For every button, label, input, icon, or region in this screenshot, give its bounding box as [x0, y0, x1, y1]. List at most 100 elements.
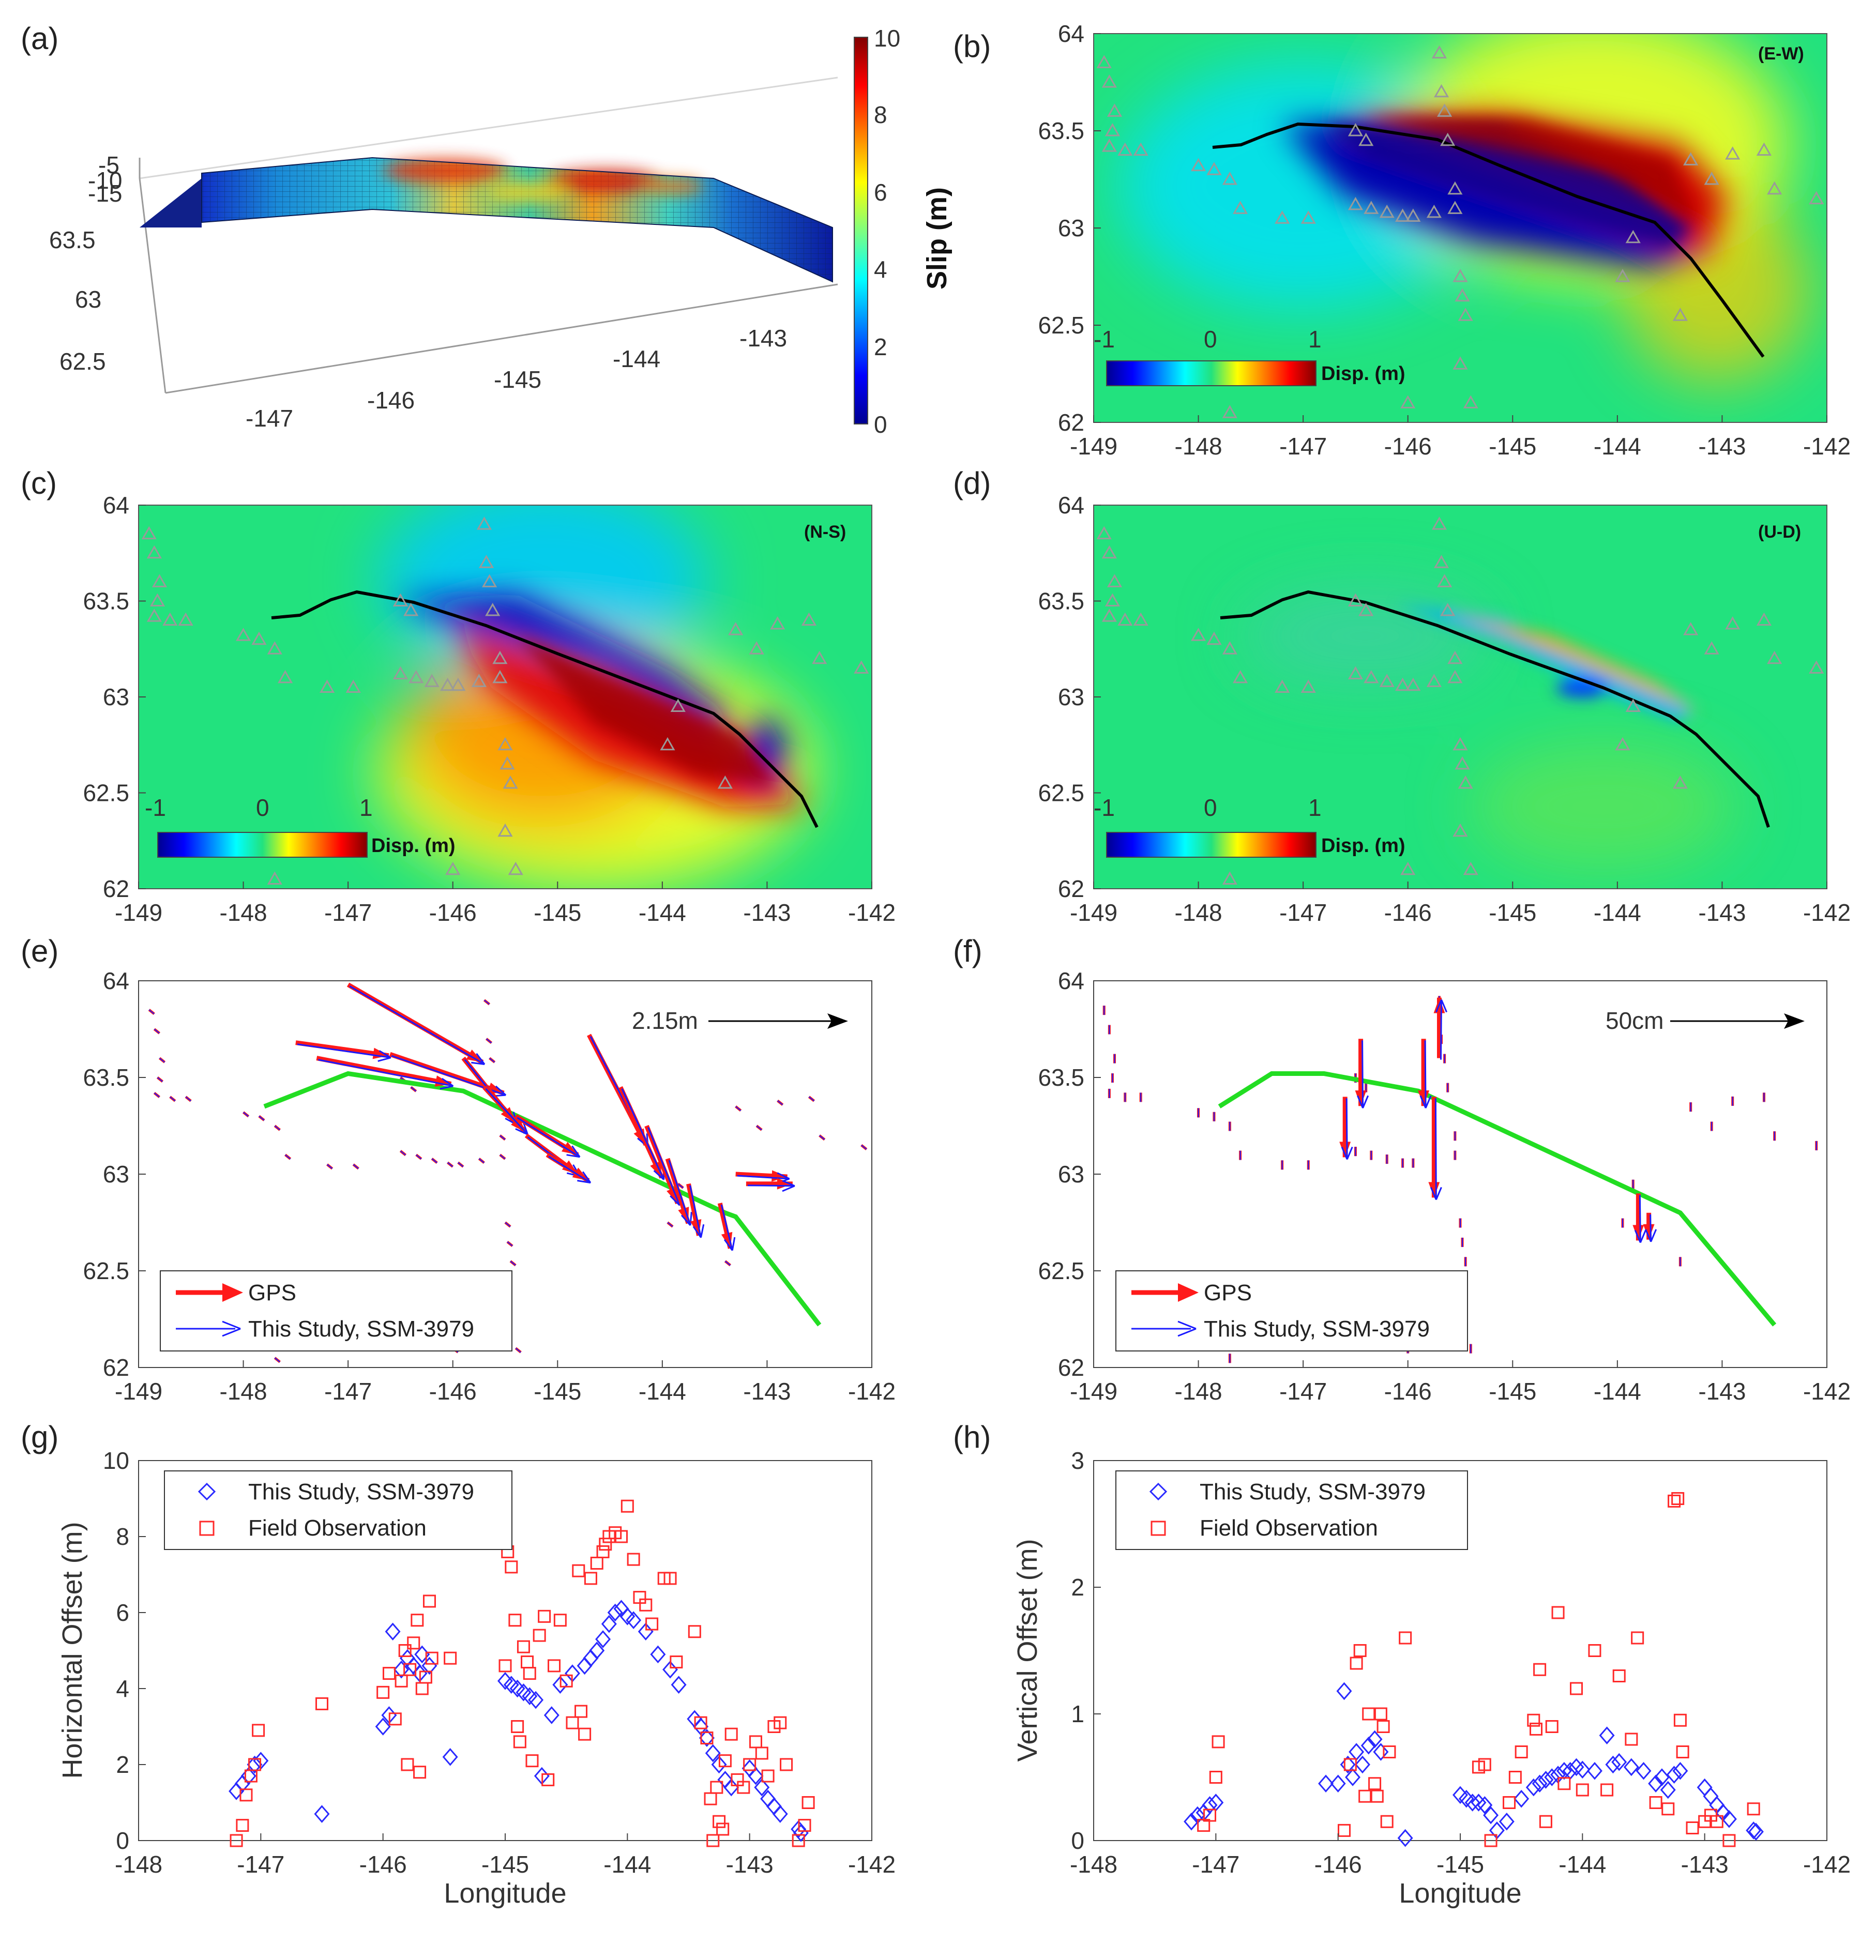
station-marker	[717, 775, 733, 789]
station-marker	[141, 526, 157, 540]
field-point	[548, 1659, 561, 1673]
x-tick: -147	[246, 405, 293, 432]
gps-vector	[316, 1056, 452, 1087]
model-point	[1538, 1771, 1554, 1789]
field-point	[498, 1659, 512, 1673]
station-marker	[1395, 677, 1411, 691]
field-point	[444, 1651, 457, 1665]
field-point	[1212, 1735, 1225, 1749]
x-tick: -145	[1489, 1378, 1536, 1405]
slip-hotspot	[383, 159, 507, 182]
model-point	[1483, 1806, 1499, 1825]
field-point	[1649, 1796, 1662, 1809]
y-tick: 0	[1071, 1827, 1084, 1854]
station-marker	[1107, 574, 1123, 587]
model-vector	[668, 1160, 691, 1226]
station-marker	[392, 666, 409, 679]
field-point	[599, 1538, 612, 1551]
model-point	[375, 1718, 391, 1736]
station-marker	[1455, 288, 1470, 302]
model-point	[528, 1691, 544, 1709]
field-point	[376, 1685, 390, 1699]
station-marker	[1437, 574, 1453, 587]
model-point	[1746, 1821, 1762, 1840]
model-point	[711, 1755, 727, 1774]
model-point	[543, 1706, 559, 1724]
station-marker	[1358, 603, 1374, 616]
slip-colorbar	[854, 37, 868, 424]
station-marker	[1440, 132, 1456, 146]
model-point	[1648, 1774, 1664, 1793]
x-tick: -142	[848, 1378, 896, 1405]
model-point	[1464, 1794, 1480, 1812]
station-marker	[801, 612, 817, 626]
field-point	[1203, 1809, 1217, 1822]
station-marker	[660, 737, 675, 751]
field-point	[700, 1731, 714, 1745]
field-point	[774, 1716, 787, 1729]
model-point	[314, 1805, 330, 1823]
field-point	[1545, 1720, 1559, 1733]
vertical-offset-panel: This Study, SSM-3979 Field Observation -…	[1012, 1447, 1851, 1909]
x-axis-label: Longitude	[1399, 1878, 1521, 1909]
field-point	[525, 1754, 539, 1768]
field-point	[1686, 1821, 1699, 1834]
y-tick: 10	[103, 1447, 129, 1474]
y-tick: 8	[116, 1523, 129, 1550]
colorbar-tick: 4	[874, 256, 887, 283]
y-tick: 62	[103, 875, 129, 902]
legend	[1115, 1270, 1468, 1351]
y-tick: 62.5	[83, 1257, 129, 1284]
ud-displacement-panel: (U-D) -1 0 1 Disp. (m) -149 -148 -147 -146 -…	[1038, 492, 1851, 926]
model-point	[589, 1642, 605, 1660]
field-point	[578, 1727, 592, 1741]
station-marker	[478, 555, 494, 568]
y-tick: 62	[1058, 409, 1084, 436]
legend-model: This Study, SSM-3979	[1200, 1479, 1426, 1505]
x-tick: -148	[220, 1378, 267, 1405]
legend-model: This Study, SSM-3979	[248, 1316, 474, 1342]
station-marker	[1400, 861, 1416, 875]
component-label: (N-S)	[804, 522, 846, 542]
field-point	[1671, 1492, 1685, 1505]
station-marker	[1348, 123, 1364, 136]
y-tick: 2	[116, 1751, 129, 1778]
colorbar-tick: -1	[145, 794, 166, 821]
field-point	[1668, 1494, 1681, 1508]
disp-colorbar	[157, 832, 368, 858]
field-point	[513, 1735, 526, 1749]
panel-label-c: (c)	[21, 466, 57, 500]
field-point	[694, 1716, 707, 1729]
ns-displacement-panel: (N-S) -1 0 1 Disp. (m) -149 -148 -147 -146 -…	[83, 492, 896, 926]
field-point	[1399, 1631, 1412, 1645]
model-point	[1525, 1778, 1541, 1797]
field-point	[419, 1670, 432, 1684]
horizontal-offset-panel: This Study, SSM-3979 Field Observation -…	[57, 1447, 896, 1909]
station-marker	[1756, 142, 1772, 156]
field-point	[596, 1545, 610, 1558]
station-marker	[1379, 204, 1395, 218]
station-marker	[508, 861, 523, 875]
x-tick: -148	[1175, 1378, 1222, 1405]
field-point	[1358, 1789, 1372, 1803]
station-marker	[1206, 631, 1222, 645]
station-marker	[1672, 775, 1688, 789]
station-marker	[1455, 756, 1470, 770]
field-point	[407, 1636, 420, 1650]
station-marker	[1431, 45, 1447, 59]
x-tick: -145	[1489, 433, 1536, 460]
y-tick: 63	[1058, 683, 1084, 710]
colorbar-tick: 1	[1308, 326, 1322, 353]
field-point	[1533, 1663, 1547, 1676]
model-point	[247, 1755, 263, 1774]
y-tick: 62.5	[1038, 780, 1084, 807]
station-marker	[1133, 612, 1148, 626]
station-marker	[251, 631, 267, 645]
station-marker	[1447, 201, 1463, 214]
model-point	[1397, 1829, 1413, 1847]
station-marker	[1463, 861, 1478, 875]
x-tick: -143	[739, 325, 787, 352]
station-marker	[152, 574, 168, 587]
field-point	[780, 1758, 793, 1771]
x-tick: -143	[1681, 1851, 1729, 1878]
